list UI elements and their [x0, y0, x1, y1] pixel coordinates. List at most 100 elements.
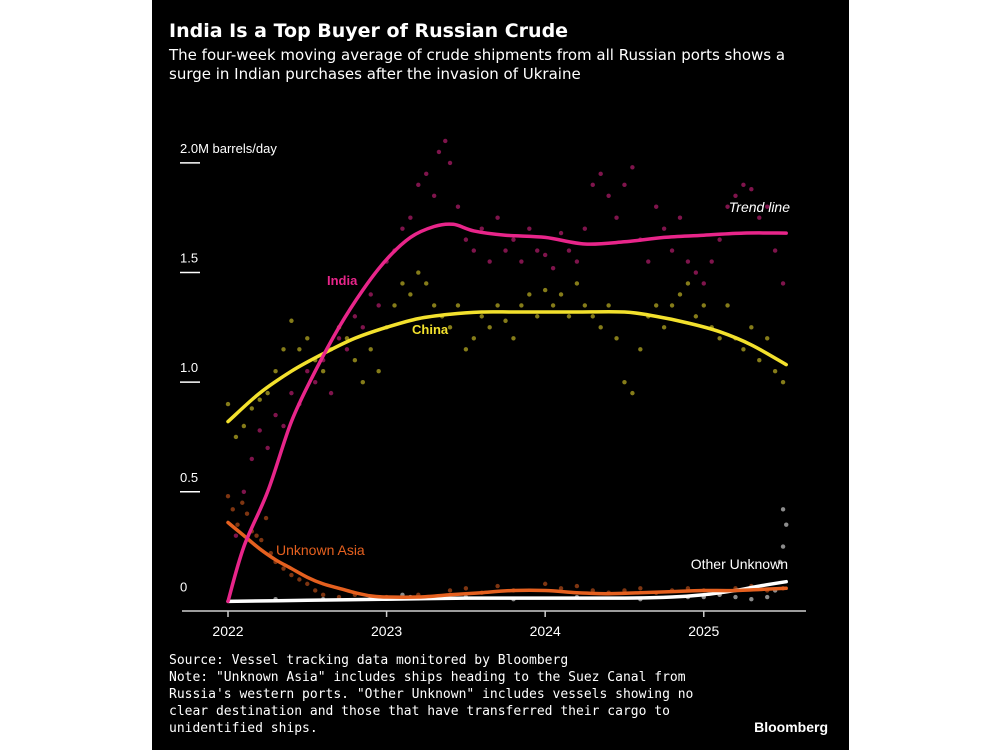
data-point: [772, 368, 778, 374]
data-point: [289, 572, 294, 578]
data-point: [733, 193, 738, 198]
data-point: [749, 187, 754, 192]
data-point: [281, 347, 286, 352]
data-point: [265, 390, 270, 396]
x-tick-label: 2023: [371, 623, 402, 639]
data-point: [566, 248, 572, 253]
source-note: Source: Vessel tracking data monitored b…: [169, 653, 569, 668]
data-point: [273, 368, 278, 374]
data-point: [582, 303, 588, 308]
data-point: [241, 489, 247, 494]
data-point: [550, 265, 556, 271]
data-point: [741, 182, 746, 188]
data-point: [511, 336, 516, 341]
data-point: [400, 281, 405, 286]
data-point: [725, 303, 730, 308]
data-point: [257, 397, 262, 402]
data-point: [431, 303, 437, 308]
data-point: [542, 581, 548, 587]
data-point: [582, 226, 588, 231]
data-point: [313, 588, 318, 593]
data-point: [622, 182, 627, 188]
data-point: [376, 303, 381, 308]
data-point: [447, 160, 453, 166]
data-point: [725, 204, 730, 209]
data-point: [717, 336, 722, 341]
data-point: [431, 193, 437, 198]
data-point: [574, 583, 580, 589]
data-point: [360, 325, 366, 330]
data-point: [511, 237, 516, 242]
data-point: [566, 314, 572, 319]
data-point: [241, 423, 247, 429]
data-point: [225, 401, 231, 407]
data-point: [757, 358, 762, 363]
data-point: [487, 259, 492, 264]
data-point: [550, 303, 556, 308]
data-point: [638, 586, 643, 591]
series-label-other-unknown: Other Unknown: [691, 556, 788, 572]
data-point: [230, 507, 235, 512]
data-point: [701, 281, 706, 286]
data-point: [416, 182, 421, 188]
data-point: [693, 270, 699, 275]
data-point: [240, 500, 245, 505]
data-point: [408, 292, 413, 297]
data-point: [638, 347, 643, 352]
data-point: [677, 215, 683, 220]
data-point: [447, 588, 453, 593]
y-tick-label: 1.0: [180, 360, 198, 375]
data-point: [479, 226, 484, 231]
data-point: [669, 248, 675, 253]
data-point: [408, 215, 413, 220]
data-point: [297, 577, 302, 582]
data-point: [542, 287, 548, 293]
bloomberg-logo: Bloomberg: [754, 719, 828, 735]
data-point: [400, 226, 405, 231]
data-point: [265, 445, 270, 451]
data-point: [463, 237, 469, 242]
data-point: [535, 248, 540, 253]
data-point: [777, 559, 783, 565]
data-point: [447, 325, 453, 330]
data-point: [471, 248, 477, 253]
data-point: [574, 281, 580, 286]
chart-plot: 0 0.5 1.0 1.5 2.0M barrels/day 2022 2023 2024 20…: [180, 138, 806, 639]
data-point: [765, 594, 770, 600]
data-point: [455, 303, 461, 308]
data-point: [281, 566, 286, 571]
data-point: [281, 423, 286, 429]
data-point: [436, 149, 442, 155]
data-point: [598, 325, 603, 330]
data-point: [305, 336, 310, 341]
data-point: [254, 533, 259, 538]
data-point: [630, 165, 635, 170]
data-point: [289, 390, 294, 396]
data-point: [424, 281, 429, 286]
data-point: [225, 493, 231, 499]
data-point: [542, 252, 548, 258]
data-point: [259, 537, 264, 543]
data-point: [263, 515, 269, 521]
data-point: [244, 511, 250, 516]
chart-title: India Is a Top Buyer of Russian Crude: [169, 20, 569, 42]
data-point: [765, 204, 770, 209]
data-point: [661, 226, 667, 231]
trend-line: [226, 309, 788, 424]
data-point: [463, 586, 469, 591]
data-point: [360, 379, 366, 385]
data-point: [455, 204, 461, 209]
data-point: [352, 314, 358, 319]
data-point: [677, 292, 683, 297]
data-point: [558, 230, 564, 236]
data-point: [320, 368, 326, 374]
data-point: [558, 586, 564, 591]
data-point: [749, 325, 754, 330]
data-point: [772, 248, 778, 253]
data-point: [701, 303, 706, 308]
data-point: [749, 597, 754, 602]
data-point: [368, 347, 373, 352]
data-point: [305, 368, 310, 374]
data-point: [503, 248, 508, 253]
data-point: [653, 303, 659, 308]
